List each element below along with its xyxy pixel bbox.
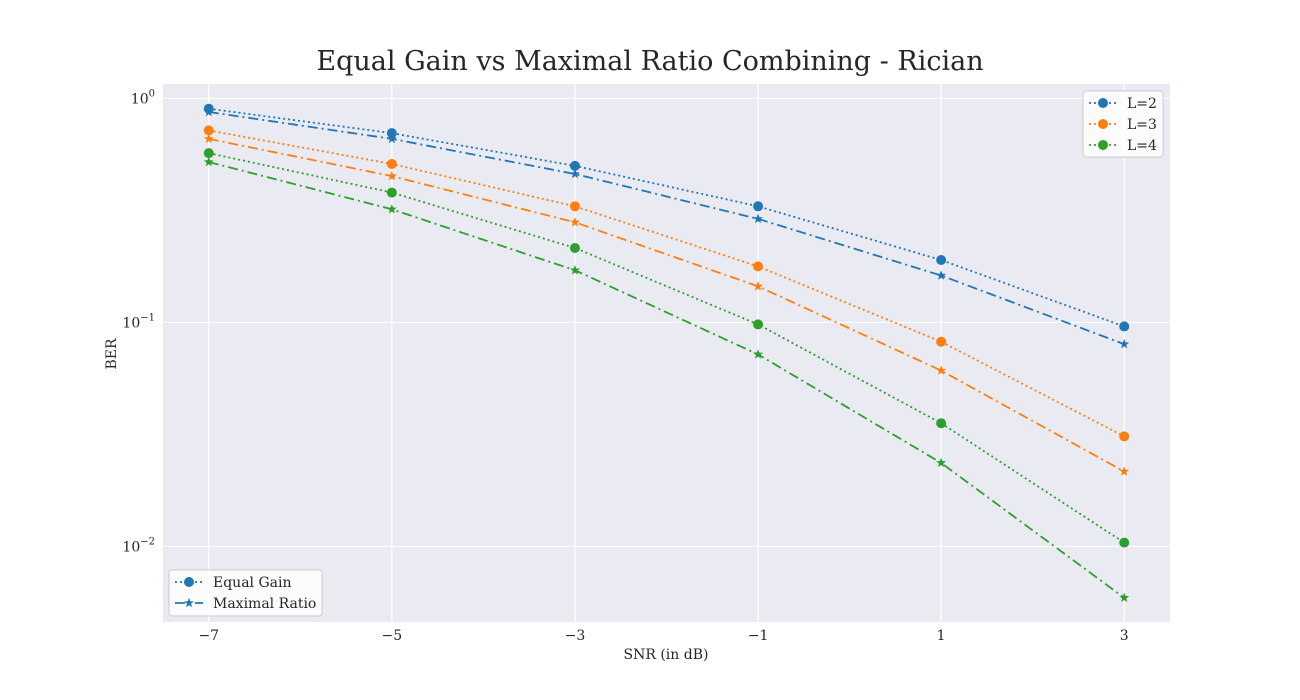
legend-label: L=2	[1127, 96, 1157, 112]
legend-combining-method: Equal Gain Maximal Ratio	[168, 569, 323, 617]
plot-area	[163, 84, 1170, 622]
data-point	[203, 125, 214, 136]
data-point	[203, 148, 214, 159]
series-l2-maximal-ratio	[203, 106, 1130, 349]
legend-entry: L=3	[1089, 117, 1157, 133]
legend-entry: L=4	[1089, 138, 1157, 154]
series-line	[208, 161, 1125, 599]
data-point	[569, 242, 580, 253]
legend-label: L=3	[1127, 117, 1157, 133]
series-line	[208, 152, 1125, 544]
data-point	[1119, 537, 1130, 548]
data-point	[936, 270, 947, 280]
x-tick-label: 1	[937, 628, 946, 644]
series-l3-maximal-ratio	[203, 133, 1130, 476]
data-point	[570, 168, 580, 179]
series-l4-maximal-ratio	[203, 156, 1130, 602]
data-point	[1119, 338, 1130, 349]
data-point	[936, 336, 947, 347]
data-point	[936, 365, 947, 375]
chart-title: Equal Gain vs Maximal Ratio Combining - …	[316, 46, 983, 77]
legend-l-values: L=2 L=3 L=4	[1082, 90, 1164, 158]
x-tick-label: −1	[748, 628, 769, 644]
data-point	[570, 265, 580, 275]
legend-entry: Equal Gain	[175, 575, 292, 591]
x-tick-label: −5	[382, 628, 403, 644]
data-point	[753, 281, 763, 291]
data-point	[753, 213, 763, 224]
data-point	[386, 128, 397, 139]
legend-entry: L=2	[1089, 96, 1157, 112]
series-line	[208, 137, 1125, 473]
data-point	[753, 319, 764, 330]
data-point	[1119, 321, 1130, 332]
y-tick-labels: 100 10−1 10−2	[122, 88, 155, 555]
series-l2-equal-gain	[203, 103, 1130, 332]
legend-label: Equal Gain	[213, 575, 292, 591]
y-tick-label: 10−1	[122, 312, 155, 331]
legend-entry: Maximal Ratio	[175, 596, 316, 612]
y-tick-label: 100	[131, 88, 155, 107]
data-point	[569, 160, 580, 171]
data-point	[386, 133, 397, 144]
x-tick-label: −7	[198, 628, 219, 644]
data-point	[570, 217, 580, 227]
data-point	[203, 133, 214, 144]
data-point	[753, 349, 763, 359]
data-point	[203, 106, 214, 117]
x-axis-label: SNR (in dB)	[624, 647, 709, 663]
data-point	[1119, 592, 1130, 602]
data-point	[1119, 466, 1130, 476]
data-point	[386, 204, 397, 214]
series-l4-equal-gain	[203, 148, 1130, 548]
data-point	[203, 156, 214, 167]
data-point	[386, 170, 397, 181]
data-point	[936, 418, 947, 429]
legend-marker	[1098, 119, 1108, 129]
legend-marker	[1098, 140, 1108, 150]
legend-box	[168, 569, 323, 617]
data-point	[386, 158, 397, 169]
x-tick-labels: −7 −5 −3 −1 1 3	[198, 628, 1128, 644]
legend-marker	[1098, 98, 1108, 108]
series-line	[208, 129, 1125, 438]
legend-marker	[184, 577, 194, 587]
x-tick-label: −3	[565, 628, 586, 644]
data-point	[569, 201, 580, 212]
data-point	[753, 201, 764, 212]
y-tick-label: 10−2	[122, 536, 155, 555]
y-axis-label: BER	[104, 338, 120, 370]
data-point	[936, 457, 947, 468]
data-point	[753, 261, 764, 272]
legend-label: Maximal Ratio	[213, 596, 316, 612]
legend-marker	[184, 597, 194, 608]
series-layer	[203, 103, 1130, 602]
series-line	[208, 107, 1125, 328]
data-point	[386, 187, 397, 198]
legend-label: L=4	[1127, 138, 1157, 154]
data-point	[1119, 431, 1130, 442]
series-l3-equal-gain	[203, 125, 1130, 442]
data-point	[936, 255, 947, 266]
x-tick-label: 3	[1120, 628, 1129, 644]
series-line	[208, 111, 1125, 346]
